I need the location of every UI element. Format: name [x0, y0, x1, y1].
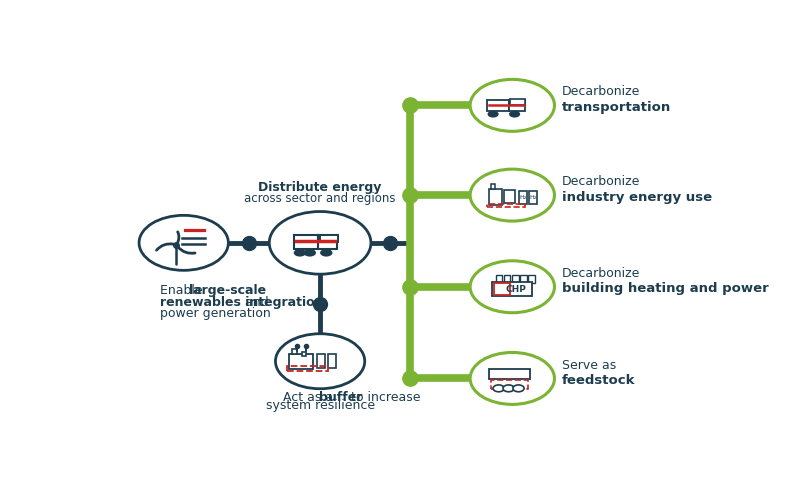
Circle shape	[509, 111, 520, 118]
Bar	[318, 235, 338, 249]
Bar	[491, 379, 529, 389]
Bar	[494, 283, 510, 295]
Bar	[504, 275, 510, 283]
Circle shape	[320, 249, 333, 256]
Bar	[512, 275, 518, 283]
Text: H₂: H₂	[530, 194, 537, 199]
Text: Act as a: Act as a	[283, 391, 337, 404]
Bar	[520, 275, 526, 283]
Circle shape	[470, 79, 554, 131]
Circle shape	[270, 211, 371, 274]
Circle shape	[470, 261, 554, 313]
Circle shape	[470, 353, 554, 404]
Circle shape	[470, 169, 554, 221]
Text: system resilience: system resilience	[266, 399, 374, 412]
Bar	[504, 190, 515, 203]
Text: feedstock: feedstock	[562, 374, 635, 387]
Text: and: and	[241, 296, 268, 309]
Circle shape	[304, 249, 316, 256]
Text: Serve as: Serve as	[562, 359, 616, 372]
Bar	[496, 275, 502, 283]
Bar	[328, 354, 336, 368]
Bar	[289, 354, 313, 369]
Text: industry energy use: industry energy use	[562, 190, 712, 203]
Circle shape	[503, 385, 514, 392]
Text: across sector and regions: across sector and regions	[244, 192, 396, 205]
Text: building heating and power: building heating and power	[562, 282, 769, 295]
Circle shape	[493, 385, 504, 392]
Bar	[287, 366, 327, 371]
Text: CHP: CHP	[506, 285, 526, 294]
Text: Decarbonize: Decarbonize	[562, 175, 640, 188]
Text: large-scale: large-scale	[189, 284, 266, 297]
Circle shape	[487, 111, 498, 118]
Text: transportation: transportation	[562, 101, 671, 114]
Circle shape	[294, 249, 306, 256]
Bar	[529, 190, 537, 203]
Circle shape	[139, 215, 228, 270]
Bar	[510, 99, 525, 105]
Bar	[317, 354, 325, 368]
Bar	[320, 235, 338, 242]
Bar	[302, 353, 306, 356]
Bar	[490, 369, 530, 379]
Text: H₂: H₂	[519, 194, 526, 199]
Text: to increase: to increase	[346, 391, 420, 404]
Circle shape	[513, 385, 524, 392]
Bar	[489, 188, 502, 205]
Bar	[487, 203, 526, 207]
Bar	[492, 282, 532, 296]
Text: Enable: Enable	[160, 284, 206, 297]
Text: Distribute energy: Distribute energy	[258, 181, 382, 194]
Bar	[487, 100, 510, 111]
Bar	[294, 235, 318, 249]
Circle shape	[275, 334, 365, 389]
Text: buffer: buffer	[319, 391, 363, 404]
Bar	[292, 349, 297, 354]
Bar	[518, 190, 526, 203]
Text: Decarbonize: Decarbonize	[562, 85, 640, 99]
Text: power generation: power generation	[160, 307, 271, 320]
Text: Decarbonize: Decarbonize	[562, 267, 640, 280]
Bar	[510, 100, 525, 111]
Text: renewables integration: renewables integration	[160, 296, 324, 309]
Bar	[529, 275, 534, 283]
Bar	[490, 184, 495, 188]
